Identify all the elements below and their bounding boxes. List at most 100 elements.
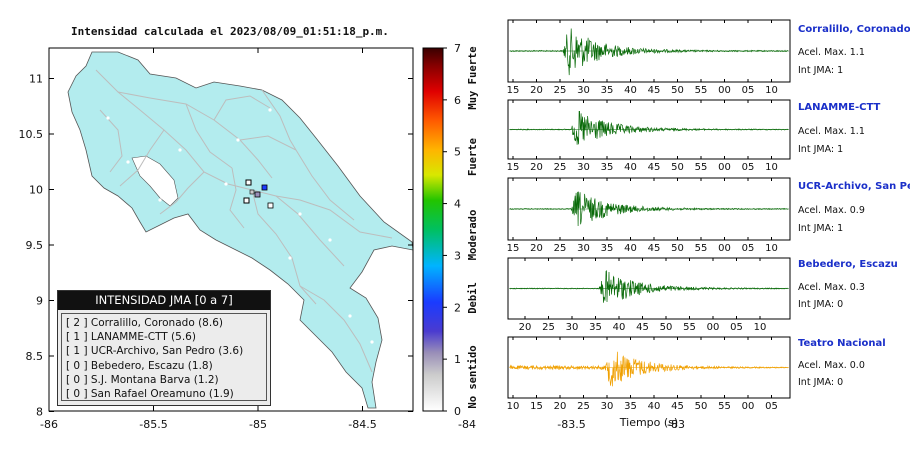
station-title: Corralillo, Coronado	[798, 24, 910, 35]
seismogram-x-tick-label: 25	[554, 243, 567, 254]
seismogram-x-tick-label: 40	[624, 85, 637, 96]
seismogram-x-tick-label: 25	[554, 162, 567, 173]
station-title: UCR-Archivo, San Pedro	[798, 181, 910, 192]
seismogram-x-tick-label: 15	[530, 401, 543, 412]
seismogram-x-tick-label: 35	[624, 401, 637, 412]
seismogram-x-tick-label: 15	[507, 243, 520, 254]
station-jma: Int JMA: 0	[798, 377, 844, 388]
station-max-accel: Acel. Max. 1.1	[798, 47, 865, 58]
station-max-accel: Acel. Max. 0.3	[798, 282, 865, 293]
map-y-tick-label: 11	[29, 73, 43, 86]
seismogram-x-tick-label: 40	[624, 243, 637, 254]
station-markers	[243, 179, 274, 209]
legend-row: [ 1 ] LANAMME-CTT (5.6)	[66, 331, 196, 344]
seismogram-x-tick-label: 05	[742, 162, 755, 173]
map-x-tick-label: -83	[667, 418, 685, 431]
map-x-tick-label: -84	[458, 418, 476, 431]
seismogram-x-tick-label: 25	[542, 322, 555, 333]
legend-title: INTENSIDAD JMA [0 a 7]	[58, 291, 270, 310]
station-max-accel: Acel. Max. 0.9	[798, 205, 865, 216]
map-x-tick-label: -83.5	[557, 418, 585, 431]
seismogram-x-tick-label: 35	[601, 162, 614, 173]
colorbar-category-label: Fuerte	[467, 138, 479, 176]
seismogram-x-tick-label: 55	[695, 243, 708, 254]
station-title: LANAMME-CTT	[798, 102, 881, 113]
station-title: Bebedero, Escazu	[798, 259, 898, 270]
seismogram-panels: 15 20 25 30 35 40 45 50 55 00 05 10 15 20 25 30 35 40 45 50…	[507, 19, 791, 429]
seismogram-x-tick-label: 45	[648, 85, 661, 96]
station-title: Teatro Nacional	[798, 338, 886, 349]
seismogram-x-tick-label: 20	[554, 401, 567, 412]
map-panel: Intensidad calculada el 2023/08/09_01:51…	[19, 25, 685, 431]
station-jma: Int JMA: 1	[798, 144, 844, 155]
map-y-tick-label: 10.5	[19, 128, 44, 141]
seismogram-x-tick-label: 50	[671, 243, 684, 254]
seismogram-x-tick-label: 50	[671, 85, 684, 96]
colorbar-category-labels: Muy Fuerte Fuerte Moderado Debil No sentido	[467, 46, 479, 408]
map-x-tick-label: -86	[40, 418, 58, 431]
colorbar-tick-label: 7	[454, 42, 461, 55]
seismogram-x-tick-label: 40	[648, 401, 661, 412]
seismogram-x-tick-label: 50	[671, 162, 684, 173]
seismogram-trace	[509, 270, 789, 303]
seismogram-x-tick-label: 55	[683, 322, 696, 333]
map-y-tick-label: 8	[36, 406, 43, 419]
colorbar-tick-label: 4	[454, 198, 461, 211]
legend-row: [ 2 ] Corralillo, Coronado (8.6)	[66, 317, 223, 329]
seismogram-x-tick-label: 00	[718, 85, 731, 96]
map-y-tick-label: 10	[29, 184, 43, 197]
seismogram-x-tick-label: 05	[730, 322, 743, 333]
legend-list: [ 2 ] Corralillo, Coronado (8.6) [ 1 ] L…	[61, 313, 267, 401]
legend-row: [ 0 ] S.J. Montana Barva (1.2)	[66, 373, 219, 386]
seismogram-trace	[509, 28, 788, 76]
map-frame	[48, 47, 414, 412]
seismogram-x-tick-label: 55	[718, 401, 731, 412]
seismogram-x-tick-label: 00	[718, 162, 731, 173]
seismogram-trace	[509, 351, 789, 387]
seismogram-x-tick-label: 20	[530, 85, 543, 96]
seismogram-x-tick-label: 50	[695, 401, 708, 412]
map-y-tick-label: 9.5	[26, 239, 44, 252]
seismogram-x-tick-label: 30	[601, 401, 614, 412]
colorbar-tick-label: 5	[454, 146, 461, 159]
seismogram-x-tick-label: 20	[530, 243, 543, 254]
station-jma: Int JMA: 0	[798, 299, 844, 310]
seismogram-x-tick-label: 40	[624, 162, 637, 173]
colorbar-tick-label: 2	[454, 301, 461, 314]
seismogram-x-axis-label: Tiempo (s)	[619, 416, 678, 429]
seismogram-x-tick-label: 45	[671, 401, 684, 412]
map-x-tick-label: -85	[249, 418, 267, 431]
colorbar-tick-label: 0	[454, 405, 461, 418]
seismogram-panel: 10 15 20 25 30 35 40 45 50 55 00 05 Tiempo (s)	[507, 336, 791, 429]
seismogram-x-tick-label: 00	[718, 243, 731, 254]
seismogram-x-tick-label: 35	[601, 85, 614, 96]
seismogram-x-tick-label: 50	[660, 322, 673, 333]
seismogram-x-tick-label: 15	[507, 85, 520, 96]
seismogram-trace	[509, 110, 789, 145]
map-x-tick-label: -84.5	[348, 418, 376, 431]
seismogram-x-tick-label: 00	[742, 401, 755, 412]
seismogram-x-tick-label: 55	[695, 162, 708, 173]
colorbar-tick-label: 1	[454, 353, 461, 366]
colorbar: 7 6 5 4 3 2 1 0 Muy Fuerte Fuerte Moderado Debil No…	[422, 42, 479, 418]
station-max-accel: Acel. Max. 1.1	[798, 126, 865, 137]
seismogram-x-tick-label: 10	[765, 162, 778, 173]
colorbar-tick-label: 3	[454, 249, 461, 262]
seismogram-x-tick-label: 15	[507, 162, 520, 173]
seismogram-x-tick-label: 30	[577, 85, 590, 96]
seismogram-x-tick-label: 05	[742, 85, 755, 96]
colorbar-scale	[422, 47, 444, 412]
seismogram-x-tick-label: 20	[519, 322, 532, 333]
station-jma: Int JMA: 1	[798, 223, 844, 234]
costa-rica-land	[67, 51, 413, 409]
seismogram-panel: 15 20 25 30 35 40 45 50 55 00 05 10	[507, 99, 791, 173]
seismogram-x-tick-label: 10	[765, 243, 778, 254]
seismogram-x-tick-label: 00	[707, 322, 720, 333]
seismogram-x-tick-label: 45	[648, 243, 661, 254]
seismogram-x-tick-label: 45	[648, 162, 661, 173]
seismogram-x-tick-label: 30	[566, 322, 579, 333]
road-network	[95, 69, 393, 373]
seismogram-x-tick-label: 10	[765, 85, 778, 96]
seismogram-x-tick-label: 40	[613, 322, 626, 333]
seismogram-x-tick-label: 20	[530, 162, 543, 173]
